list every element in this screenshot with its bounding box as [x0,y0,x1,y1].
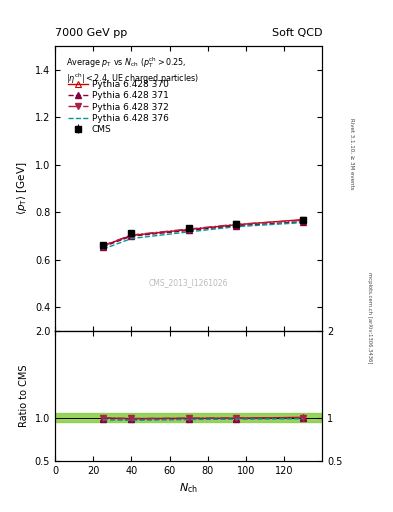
Pythia 6.428 372 [301,217,305,223]
Text: Rivet 3.1.10, ≥ 3M events: Rivet 3.1.10, ≥ 3M events [349,118,354,189]
Pythia 6.428 372 [129,232,134,238]
Pythia 6.428 376 [186,229,191,235]
Pythia 6.428 371 [129,233,134,239]
Text: CMS_2013_I1261026: CMS_2013_I1261026 [149,278,228,287]
Text: mcplots.cern.ch [arXiv:1306.3436]: mcplots.cern.ch [arXiv:1306.3436] [367,272,372,363]
Pythia 6.428 372 [100,243,105,249]
Pythia 6.428 370 [100,243,105,249]
Text: Average $p_{\rm T}$ vs $N_{\rm ch}$ ($p_{\rm T}^{\rm ch}>0.25$, $|\eta^{\rm ch}|: Average $p_{\rm T}$ vs $N_{\rm ch}$ ($p_… [66,55,198,86]
Text: 7000 GeV pp: 7000 GeV pp [55,28,127,38]
Pythia 6.428 370 [234,222,239,228]
Pythia 6.428 376 [100,246,105,252]
Line: Pythia 6.428 372: Pythia 6.428 372 [100,218,306,248]
Pythia 6.428 372 [186,226,191,232]
Text: Soft QCD: Soft QCD [272,28,322,38]
Y-axis label: $\langle p_{\rm T} \rangle$ [GeV]: $\langle p_{\rm T} \rangle$ [GeV] [15,162,29,216]
Y-axis label: Ratio to CMS: Ratio to CMS [19,365,29,427]
Pythia 6.428 371 [100,244,105,250]
Line: Pythia 6.428 376: Pythia 6.428 376 [103,223,303,249]
Pythia 6.428 371 [186,227,191,233]
Line: Pythia 6.428 371: Pythia 6.428 371 [100,219,306,250]
Pythia 6.428 376 [301,220,305,226]
Pythia 6.428 371 [234,223,239,229]
Pythia 6.428 370 [129,232,134,239]
Legend: Pythia 6.428 370, Pythia 6.428 371, Pythia 6.428 372, Pythia 6.428 376, CMS: Pythia 6.428 370, Pythia 6.428 371, Pyth… [65,76,173,138]
Pythia 6.428 372 [234,221,239,227]
Pythia 6.428 376 [234,224,239,230]
Line: Pythia 6.428 370: Pythia 6.428 370 [99,217,306,249]
Pythia 6.428 370 [186,226,191,232]
Pythia 6.428 370 [301,217,305,223]
Pythia 6.428 371 [301,219,305,225]
X-axis label: $N_{\rm ch}$: $N_{\rm ch}$ [179,481,198,495]
Pythia 6.428 376 [129,236,134,242]
